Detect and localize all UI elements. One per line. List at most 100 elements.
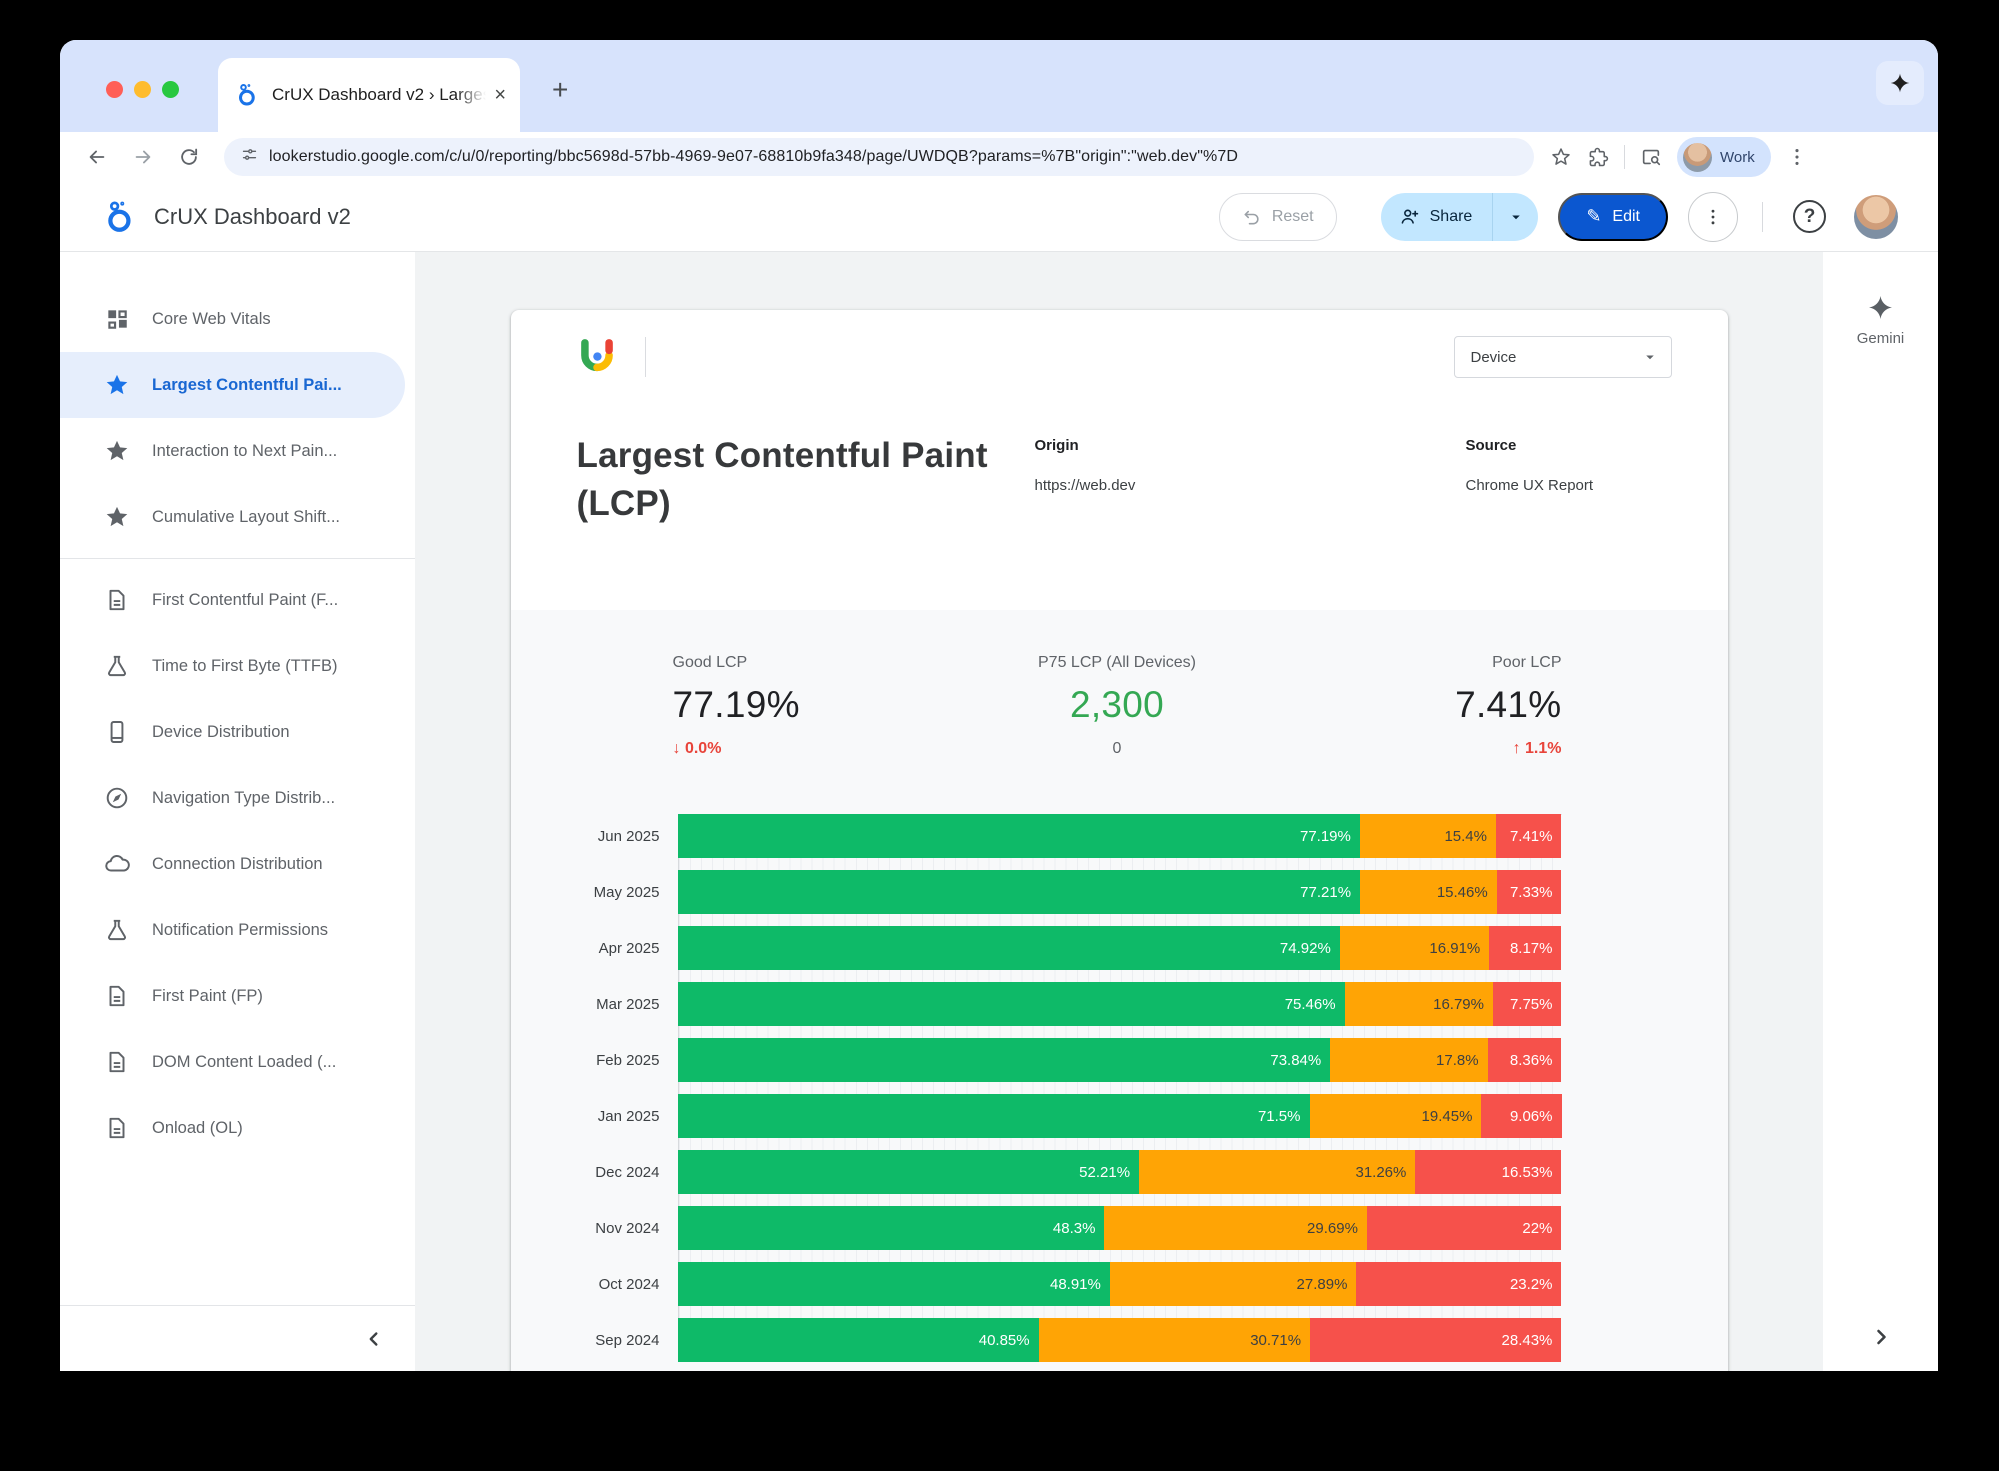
star-icon [104,438,130,464]
y-axis-label: Jun 2025 [597,827,660,845]
gemini-button[interactable]: Gemini [1823,294,1938,347]
bar-segment-value: 22% [1522,1219,1553,1237]
bar-segment-good: 73.84% [677,1038,1331,1082]
more-options-button[interactable] [1688,191,1738,242]
caret-down-icon [1641,348,1659,366]
expand-panel-chevron-icon[interactable] [1823,1325,1938,1349]
bar-segment-poor: 9.06% [1481,1094,1562,1138]
sidebar-item-onload-ol[interactable]: Onload (OL) [60,1095,415,1161]
chart-row: Jan 2025 71.5% 19.45% 9.06% [511,1094,1728,1138]
sidebar-item-interaction-to-next-pain[interactable]: Interaction to Next Pain... [60,418,415,484]
bar-segment-value: 77.19% [1299,827,1351,845]
device-filter-dropdown[interactable]: Device [1453,336,1672,378]
bar-segment-value: 15.46% [1436,883,1488,901]
maximize-window-button[interactable] [162,81,179,98]
page-title: Largest Contentful Paint (LCP) [576,436,988,524]
tab-close-icon[interactable]: × [494,84,506,106]
sidebar-item-label: Interaction to Next Pain... [152,441,338,460]
stacked-bar: 77.21% 15.46% 7.33% [677,870,1562,914]
p75-lcp-label: P75 LCP (All Devices) [1038,654,1196,671]
sidebar-item-label: First Contentful Paint (F... [152,590,339,609]
share-options-caret[interactable] [1492,192,1539,241]
bar-segment-value: 48.91% [1049,1275,1101,1293]
close-window-button[interactable] [106,81,123,98]
sidebar: Core Web Vitals Largest Contentful Pai...… [60,252,415,1371]
card-header-divider [644,337,646,377]
p75-lcp-sub: 0 [1112,740,1122,757]
good-lcp-scorecard: Good LCP 77.19% ↓ 0.0% [673,654,1039,758]
back-icon[interactable] [86,146,108,168]
forward-icon[interactable] [132,146,154,168]
reload-icon[interactable] [178,146,200,168]
phone-icon [104,719,130,745]
extensions-icon[interactable] [1587,146,1609,168]
toolbar-divider [1624,145,1625,169]
chart-row: Apr 2025 74.92% 16.91% 8.17% [511,926,1728,970]
sidebar-item-device-distribution[interactable]: Device Distribution [60,699,415,765]
sidebar-item-navigation-type-distrib[interactable]: Navigation Type Distrib... [60,765,415,831]
bookmark-star-icon[interactable] [1550,146,1572,168]
sidebar-collapse-row [60,1305,415,1371]
report-canvas: Device Largest Contentful Paint (LCP) Or… [415,252,1823,1371]
origin-label: Origin [1034,437,1079,454]
y-axis-label: Feb 2025 [596,1051,660,1069]
minimize-window-button[interactable] [134,81,151,98]
bar-segment-value: 31.26% [1355,1163,1407,1181]
browser-menu-kebab-icon[interactable] [1786,146,1808,168]
sidebar-item-notification-permissions[interactable]: Notification Permissions [60,897,415,963]
page-icon [104,587,130,613]
bar-segment-needs-improvement: 15.4% [1359,814,1496,858]
sidebar-item-connection-distribution[interactable]: Connection Distribution [60,831,415,897]
sidebar-item-label: Navigation Type Distrib... [152,788,336,807]
bar-segment-good: 77.21% [677,870,1361,914]
bar-segment-value: 8.36% [1509,1051,1553,1069]
sidebar-item-time-to-first-byte-ttfb[interactable]: Time to First Byte (TTFB) [60,633,415,699]
active-tab[interactable]: CrUX Dashboard v2 › Largest × [218,58,520,132]
poor-lcp-label: Poor LCP [1492,654,1562,671]
sidebar-item-largest-contentful-pai[interactable]: Largest Contentful Pai... [60,352,405,418]
profile-chip[interactable]: Work [1677,137,1771,177]
share-label: Share [1429,207,1473,225]
new-tab-button[interactable]: + [552,74,569,105]
bar-segment-poor: 7.33% [1496,870,1562,914]
bar-segment-good: 75.46% [677,982,1345,1026]
stacked-bar: 77.19% 15.4% 7.41% [677,814,1562,858]
user-avatar[interactable] [1854,194,1898,239]
stacked-bar: 52.21% 31.26% 16.53% [677,1150,1562,1194]
tab-organize-sparkle-icon[interactable] [1876,61,1924,105]
reset-button[interactable]: Reset [1218,192,1337,241]
address-bar[interactable]: lookerstudio.google.com/c/u/0/reporting/… [224,138,1534,176]
site-settings-icon[interactable] [240,145,259,169]
chart-row: Dec 2024 52.21% 31.26% 16.53% [511,1150,1728,1194]
sidebar-item-label: DOM Content Loaded (... [152,1052,337,1071]
chart-row: Jun 2025 77.19% 15.4% 7.41% [511,814,1728,858]
x-axis-tick: 50% [1106,1370,1133,1371]
x-axis-tick: 100% [1544,1370,1579,1371]
sidebar-item-first-paint-fp[interactable]: First Paint (FP) [60,963,415,1029]
sidebar-item-label: Cumulative Layout Shift... [152,507,341,526]
right-panel: Gemini [1823,252,1938,1371]
report-card: Device Largest Contentful Paint (LCP) Or… [510,310,1728,1371]
share-button[interactable]: Share [1380,192,1493,241]
stacked-bar: 48.3% 29.69% 22% [677,1206,1562,1250]
x-axis-tick: 30% [929,1370,956,1371]
lcp-stacked-bar-chart: Jun 2025 77.19% 15.4% 7.41% May 2025 77.21% 15… [511,814,1728,1371]
origin-block: Origin https://web.dev [1035,437,1136,494]
edit-button[interactable]: ✎ Edit [1558,192,1668,241]
good-lcp-label: Good LCP [672,654,748,671]
help-button[interactable]: ? [1793,200,1826,233]
stacked-bar: 75.46% 16.79% 7.75% [677,982,1562,1026]
compass-icon [104,785,130,811]
crux-app-logo-icon [104,200,138,234]
sidebar-item-core-web-vitals[interactable]: Core Web Vitals [60,286,415,352]
sidebar-item-cumulative-layout-shift[interactable]: Cumulative Layout Shift... [60,484,415,550]
stacked-bar: 73.84% 17.8% 8.36% [677,1038,1562,1082]
sidebar-item-first-contentful-paint-f[interactable]: First Contentful Paint (F... [60,567,415,633]
sidebar-item-label: Onload (OL) [152,1118,243,1137]
x-axis-tick: 90% [1460,1370,1487,1371]
sidebar-item-dom-content-loaded[interactable]: DOM Content Loaded (... [60,1029,415,1095]
page-icon [104,1049,130,1075]
tab-search-icon[interactable] [1640,146,1662,168]
collapse-sidebar-chevron-icon[interactable] [363,1328,385,1350]
bar-segment-good: 48.3% [677,1206,1105,1250]
